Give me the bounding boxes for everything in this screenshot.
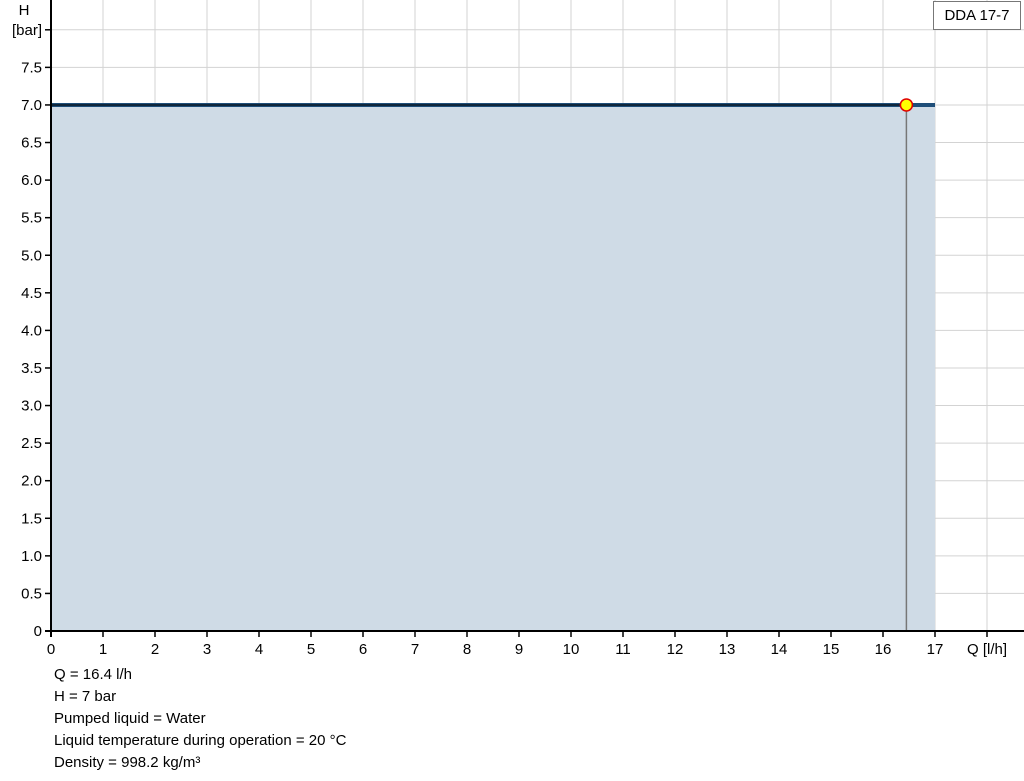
x-tick-label: 7: [411, 641, 419, 658]
x-tick-label: 3: [203, 641, 211, 658]
y-tick-label: 0: [34, 623, 42, 640]
x-tick-label: 6: [359, 641, 367, 658]
legend-label: DDA 17-7: [944, 7, 1010, 24]
x-tick-label: 8: [463, 641, 471, 658]
x-tick-label: 1: [99, 641, 107, 658]
x-tick-label: 5: [307, 641, 315, 658]
x-tick-label: 17: [927, 641, 944, 658]
duty-point-info: Q = 16.4 l/h H = 7 bar Pumped liquid = W…: [54, 664, 346, 774]
x-tick-label: 13: [719, 641, 736, 658]
legend-box: DDA 17-7: [933, 1, 1021, 30]
y-tick-label: 5.0: [21, 247, 42, 264]
y-tick-label: 0.5: [21, 585, 42, 602]
operating-point: [899, 98, 914, 112]
x-tick-label: 4: [255, 641, 263, 658]
y-tick-label: 6.5: [21, 135, 42, 152]
y-tick-label: 4.5: [21, 285, 42, 302]
x-tick-label: 16: [875, 641, 892, 658]
x-tick-label: 15: [823, 641, 840, 658]
y-tick-label: 1.5: [21, 510, 42, 527]
y-tick-label: 2.5: [21, 435, 42, 452]
x-tick-label: 12: [667, 641, 684, 658]
info-density: Density = 998.2 kg/m³: [54, 754, 201, 771]
info-liquid: Pumped liquid = Water: [54, 710, 206, 727]
y-axis-unit: [bar]: [12, 22, 42, 39]
x-axis-label: Q [l/h]: [967, 641, 1007, 658]
x-tick-label: 2: [151, 641, 159, 658]
y-tick-label: 7.5: [21, 59, 42, 76]
y-tick-label: 4.0: [21, 322, 42, 339]
x-tick-label: 11: [615, 641, 631, 658]
x-tick-label: 9: [515, 641, 523, 658]
y-tick-label: 6.0: [21, 172, 42, 189]
y-tick-label: 5.5: [21, 210, 42, 227]
curve-area: [51, 104, 935, 631]
y-tick-label: 3.5: [21, 360, 42, 377]
x-tick-label: 14: [771, 641, 788, 658]
x-tick-label: 10: [563, 641, 580, 658]
y-axis-label: H: [19, 2, 30, 19]
x-tick-label: 0: [47, 641, 55, 658]
y-tick-label: 7.0: [21, 97, 42, 114]
info-flow: Q = 16.4 l/h: [54, 666, 132, 683]
info-head: H = 7 bar: [54, 688, 117, 705]
y-tick-label: 1.0: [21, 548, 42, 565]
info-temperature: Liquid temperature during operation = 20…: [54, 732, 347, 749]
y-tick-label: 3.0: [21, 398, 42, 415]
y-tick-label: 2.0: [21, 473, 42, 490]
